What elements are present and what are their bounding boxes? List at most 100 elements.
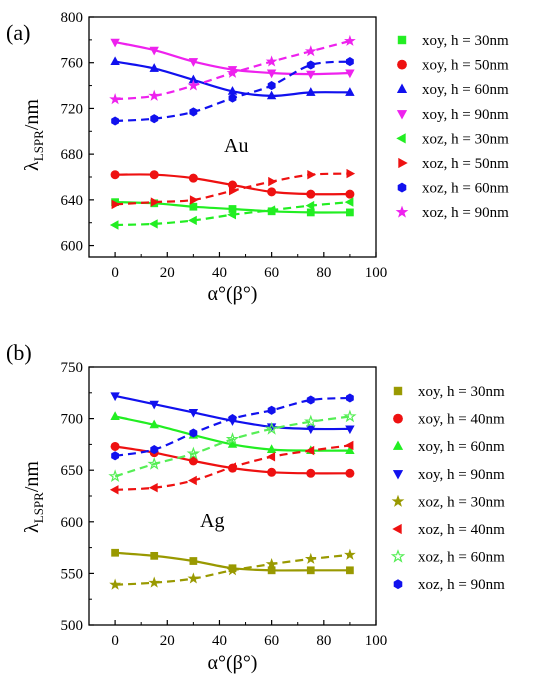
x-axis-label: α°(β°)	[208, 652, 258, 674]
material-label: Au	[224, 135, 248, 157]
data-point	[227, 209, 236, 220]
x-tick-label: 60	[264, 633, 279, 649]
legend-label: xoz, h = 60nm	[422, 181, 509, 197]
data-point	[267, 467, 277, 477]
legend-entry: xoy, h = 50nm	[397, 58, 509, 74]
data-point	[304, 414, 318, 428]
legend-entry: xoz, h = 50nm	[398, 156, 509, 172]
legend-label: xoy, h = 90nm	[422, 107, 509, 123]
x-tick-label: 0	[111, 265, 119, 281]
data-point	[267, 566, 276, 575]
data-point	[305, 200, 315, 211]
data-point	[186, 446, 201, 460]
legend-label: xoz, h = 30nm	[418, 494, 505, 510]
data-point	[187, 572, 200, 584]
data-point	[188, 475, 197, 486]
legend-marker	[398, 157, 408, 169]
data-point	[148, 576, 161, 588]
data-point	[344, 440, 354, 451]
data-point	[306, 70, 316, 80]
legend-label: xoz, h = 50nm	[422, 156, 509, 172]
data-point	[226, 564, 239, 576]
legend-label: xoy, h = 30nm	[422, 33, 509, 49]
data-point	[111, 451, 119, 461]
legend-label: xoz, h = 90nm	[422, 205, 509, 221]
data-point	[227, 462, 236, 472]
data-point	[267, 81, 276, 91]
y-tick-label: 600	[61, 515, 84, 531]
data-point	[109, 578, 121, 590]
data-point	[150, 197, 160, 207]
plot-frame	[88, 366, 377, 626]
data-point	[304, 45, 317, 57]
panel-a: 0 20 40 60 80 100 600 640 680 720 760 800 (a) Au α°(β°…	[6, 10, 509, 305]
data-point	[109, 93, 121, 105]
data-point	[306, 189, 316, 199]
data-point	[268, 176, 277, 187]
y-axis-label-unit: /nm	[21, 99, 43, 131]
series-5	[109, 548, 356, 590]
y-tick-label: 720	[61, 101, 84, 117]
data-point	[111, 116, 119, 126]
panel-label: (a)	[6, 20, 30, 45]
data-point	[266, 69, 277, 79]
series-3	[110, 56, 355, 100]
data-point	[188, 408, 199, 418]
data-point	[306, 208, 315, 217]
panel-label: (b)	[6, 340, 32, 365]
legend-label: xoy, h = 90nm	[418, 467, 505, 483]
legend-marker	[397, 35, 407, 45]
data-point	[187, 79, 200, 91]
data-point	[266, 444, 277, 454]
legend-marker	[396, 110, 408, 120]
legend-entry: xoz, h = 60nm	[397, 181, 509, 197]
legend-entry: xoy, h = 60nm	[396, 82, 509, 98]
data-point	[267, 405, 276, 415]
y-axis-label-subscript: LSPR	[31, 492, 46, 523]
x-axis-label: α°(β°)	[208, 283, 258, 305]
legend-entry: xoy, h = 60nm	[392, 439, 505, 455]
data-point	[345, 87, 355, 96]
data-point	[267, 187, 277, 197]
legend-entry: xoy, h = 90nm	[392, 467, 505, 483]
x-tick-label: 40	[212, 265, 227, 281]
y-tick-label: 680	[61, 147, 84, 163]
data-point	[228, 414, 237, 424]
data-point	[149, 46, 159, 56]
y-tick-label: 650	[61, 463, 84, 479]
legend-label: xoz, h = 60nm	[418, 550, 505, 566]
data-point	[344, 34, 356, 46]
legend-marker	[391, 494, 405, 507]
legend-marker	[395, 205, 409, 218]
series-6	[111, 168, 356, 210]
data-point	[110, 170, 120, 180]
y-tick-label: 700	[61, 412, 84, 428]
data-point	[265, 55, 278, 67]
data-point	[110, 38, 120, 48]
series-8	[111, 393, 354, 461]
data-point	[307, 169, 317, 180]
legend-label: xoz, h = 40nm	[418, 522, 505, 538]
legend-label: xoz, h = 30nm	[422, 131, 509, 147]
x-tick-label: 0	[111, 633, 119, 649]
data-point	[111, 199, 121, 210]
data-point	[306, 468, 316, 478]
legend-entry: xoz, h = 90nm	[393, 577, 505, 593]
data-point	[266, 90, 277, 100]
legend-label: xoy, h = 40nm	[418, 412, 505, 428]
data-point	[110, 56, 120, 65]
legend-entry: xoy, h = 30nm	[397, 33, 509, 49]
legend-entry: xoy, h = 40nm	[393, 412, 505, 428]
data-point	[225, 432, 240, 446]
data-point	[188, 58, 199, 67]
legend-entry: xoz, h = 40nm	[392, 522, 505, 538]
data-point	[189, 428, 198, 438]
data-point	[306, 566, 315, 575]
data-point	[149, 419, 159, 429]
y-tick-label: 750	[61, 360, 84, 376]
series-line	[114, 415, 351, 478]
y-axis-label: λLSPR/nm	[21, 461, 46, 533]
x-tick-label: 80	[316, 633, 331, 649]
series-6	[109, 440, 354, 495]
